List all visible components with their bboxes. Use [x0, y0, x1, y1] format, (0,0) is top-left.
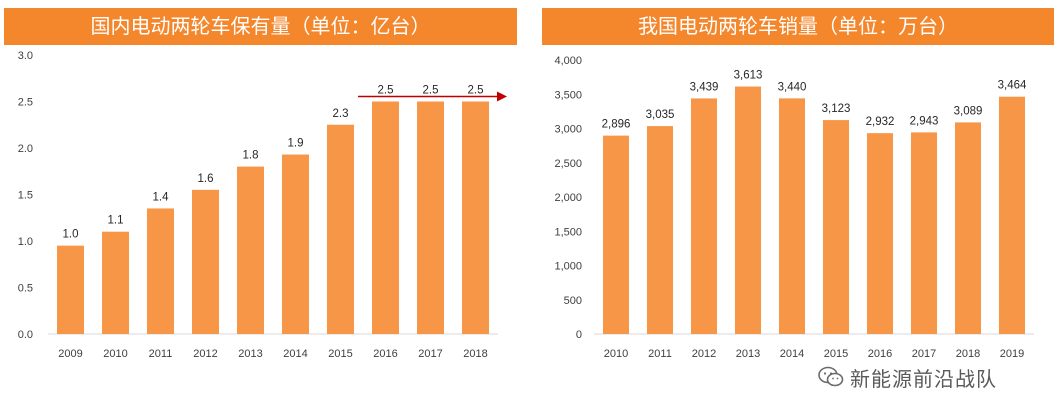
x-tick-label: 2018: [956, 348, 980, 360]
data-label: 2.5: [378, 85, 394, 97]
x-tick-label: 2013: [736, 348, 760, 360]
data-label: 1.4: [153, 191, 170, 203]
data-label: 1.9: [288, 138, 304, 150]
bar: [955, 122, 981, 334]
y-tick-label: 3,500: [554, 89, 582, 101]
bar-chart-sales: 0 500 1,000 1,500 2,000 2,500 3,000 3,500 4,000 2…: [554, 55, 1034, 360]
data-label: 2.3: [333, 108, 349, 120]
bar: [779, 98, 805, 334]
data-label: 2,932: [866, 116, 895, 128]
y-tick-label: 2,500: [554, 158, 582, 170]
y-tick-label: 0.0: [18, 329, 33, 341]
watermark: 新能源前沿战队: [818, 362, 997, 392]
data-label: 1.0: [63, 229, 79, 241]
bar: [867, 133, 893, 334]
x-tick-label: 2012: [193, 348, 217, 360]
data-label: 3,035: [646, 109, 675, 121]
bar: [603, 135, 629, 334]
chart-title: 国内电动两轮车保有量（单位：亿台）: [4, 8, 517, 45]
y-tick-label: 2.0: [18, 143, 33, 155]
x-tick-label: 2017: [418, 348, 442, 360]
wechat-icon: [818, 366, 844, 387]
x-tick-label: 2015: [328, 348, 352, 360]
y-tick-label: 0: [576, 329, 582, 341]
bar: [57, 245, 84, 334]
x-tick-label: 2017: [912, 348, 936, 360]
bar: [192, 189, 219, 334]
y-tick-label: 3.0: [18, 50, 33, 62]
x-tick-label: 2011: [648, 348, 672, 360]
chart-panel-ownership: 国内电动两轮车保有量（单位：亿台） 0.0 0.5 1.0 1.5 2.0 2.5 3.0 1…: [0, 0, 520, 419]
data-label: 3,613: [734, 70, 763, 82]
data-label: 1.1: [108, 215, 124, 227]
y-tick-label: 1,500: [554, 226, 582, 238]
bar: [691, 98, 717, 334]
x-tick-label: 2014: [283, 348, 307, 360]
data-label: 2.5: [468, 85, 484, 97]
x-tick-label: 2016: [373, 348, 397, 360]
chart-title: 我国电动两轮车销量（单位：万台）: [542, 8, 1054, 45]
y-tick-label: 500: [564, 295, 582, 307]
bar: [282, 154, 309, 334]
data-label: 2,896: [602, 119, 631, 131]
y-tick-label: 3,000: [554, 124, 582, 136]
data-label: 3,464: [998, 80, 1027, 92]
bar: [999, 96, 1025, 334]
bar: [372, 101, 399, 334]
x-tick-label: 2019: [1000, 348, 1024, 360]
bar: [823, 120, 849, 335]
data-label: 1.8: [243, 150, 259, 162]
bar: [327, 124, 354, 334]
x-tick-label: 2018: [463, 348, 487, 360]
data-label: 3,440: [778, 81, 807, 93]
bar-chart-ownership: 0.0 0.5 1.0 1.5 2.0 2.5 3.0 1.0 2009 1.1 2010 1.4 20…: [18, 50, 507, 360]
y-tick-label: 0.5: [18, 283, 33, 295]
x-tick-label: 2014: [780, 348, 804, 360]
chart-panel-sales: 我国电动两轮车销量（单位：万台） 0 500 1,000 1,500 2,000 2,50…: [540, 0, 1061, 419]
bar: [147, 208, 174, 334]
x-tick-label: 2012: [692, 348, 716, 360]
y-tick-label: 1,000: [554, 261, 582, 273]
x-tick-label: 2010: [103, 348, 127, 360]
data-label: 3,439: [690, 81, 719, 93]
y-tick-label: 1.0: [18, 236, 33, 248]
bar: [102, 231, 129, 334]
y-tick-label: 2.5: [18, 97, 33, 109]
bar: [462, 101, 489, 334]
bar: [417, 101, 444, 334]
y-tick-label: 4,000: [554, 55, 582, 67]
y-tick-label: 1.5: [18, 190, 33, 202]
x-tick-label: 2016: [868, 348, 892, 360]
bar: [237, 166, 264, 334]
x-tick-label: 2013: [238, 348, 262, 360]
data-label: 3,123: [822, 103, 851, 115]
x-tick-label: 2010: [604, 348, 628, 360]
x-tick-label: 2015: [824, 348, 848, 360]
bar: [911, 132, 937, 334]
data-label: 2.5: [423, 85, 439, 97]
x-tick-label: 2009: [58, 348, 82, 360]
data-label: 2,943: [910, 115, 939, 127]
data-label: 3,089: [954, 105, 983, 117]
bar: [647, 126, 673, 334]
data-label: 1.6: [198, 173, 214, 185]
x-tick-label: 2011: [149, 348, 173, 360]
watermark-text: 新能源前沿战队: [850, 366, 997, 391]
y-tick-label: 2,000: [554, 192, 582, 204]
bar: [735, 86, 761, 335]
